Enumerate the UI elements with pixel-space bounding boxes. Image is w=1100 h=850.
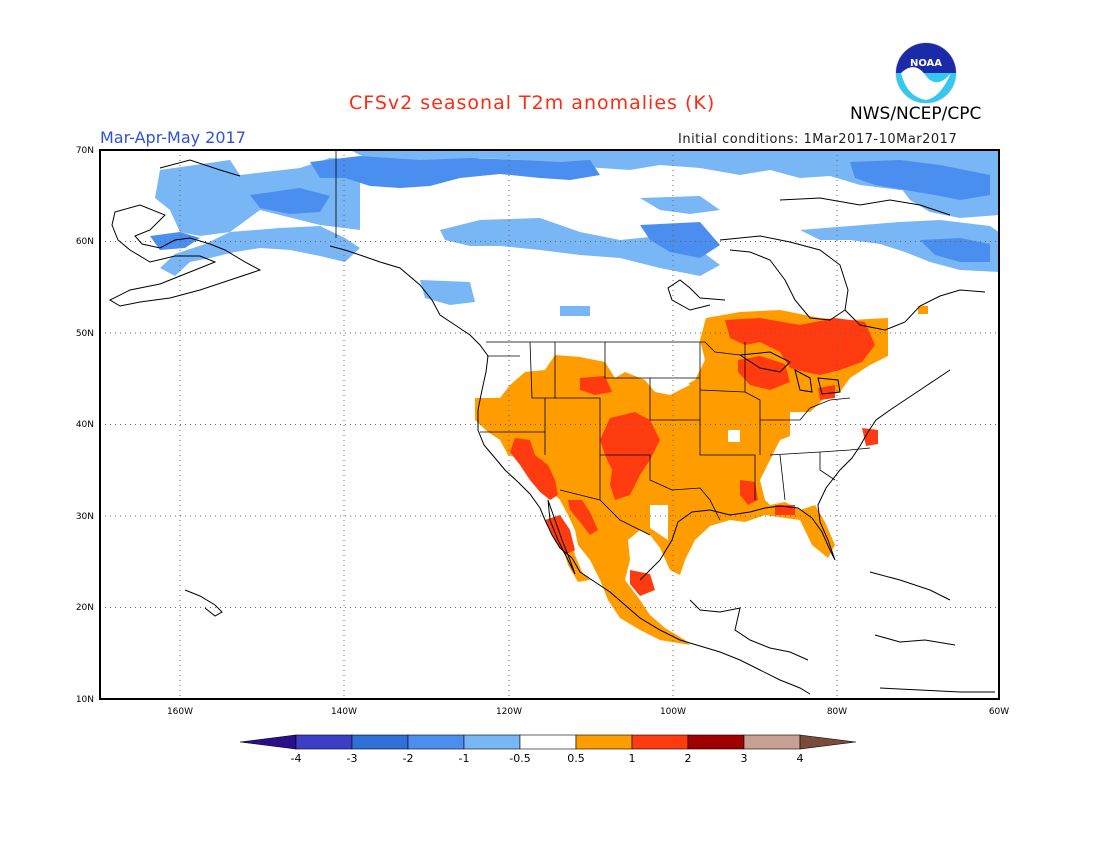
lat-label: 50N	[76, 329, 94, 339]
lat-label: 20N	[76, 603, 94, 613]
map-title: CFSv2 seasonal T2m anomalies (K)	[349, 92, 716, 114]
lat-label: 70N	[76, 146, 94, 156]
colorbar-tick-label: -2	[402, 752, 414, 765]
noaa-logo-icon: NOAA	[895, 42, 957, 104]
colorbar-tick-label: -0.5	[509, 752, 531, 765]
lon-label: 140W	[331, 707, 357, 717]
colorbar-segment	[463, 734, 521, 750]
lat-label: 10N	[76, 695, 94, 705]
lon-label: 100W	[660, 707, 686, 717]
initial-conditions-label: Initial conditions: 1Mar2017-10Mar2017	[678, 132, 958, 147]
colorbar-tick-label: -4	[290, 752, 302, 765]
organization-label: NWS/NCEP/CPC	[850, 104, 982, 124]
lat-label: 40N	[76, 420, 94, 430]
lon-label: 60W	[989, 707, 1009, 717]
colorbar-segment	[407, 734, 465, 750]
colorbar-segment	[295, 734, 353, 750]
colorbar-segment	[519, 734, 577, 750]
longitude-labels: 160W 140W 120W 100W 80W 60W	[167, 707, 1009, 717]
colorbar-tick-label: 0.5	[567, 752, 585, 765]
political-boundaries	[335, 150, 871, 536]
colorbar-tick-label: 3	[740, 752, 748, 765]
lon-label: 160W	[167, 707, 193, 717]
lat-label: 60N	[76, 237, 94, 247]
colorbar-segment	[743, 734, 801, 750]
colorbar-segment	[631, 734, 689, 750]
colorbar-tick-label: 1	[628, 752, 636, 765]
colorbar-tick-label: 2	[684, 752, 692, 765]
colorbar	[239, 734, 857, 750]
map-frame	[99, 149, 1000, 700]
colorbar-tick-label: -1	[458, 752, 470, 765]
near-normal-patches	[470, 360, 810, 540]
lon-label: 120W	[496, 707, 522, 717]
latitude-labels: 70N 60N 50N 40N 30N 20N 10N	[76, 146, 94, 705]
colorbar-segment	[351, 734, 409, 750]
colorbar-tick-label: 4	[796, 752, 804, 765]
colorbar-extend-low	[239, 734, 297, 750]
colorbar-extend-high	[799, 734, 857, 750]
colorbar-tick-label: -3	[346, 752, 358, 765]
colorbar-segment	[687, 734, 745, 750]
lon-label: 80W	[827, 707, 847, 717]
coastlines	[108, 159, 995, 695]
anomaly-region-medium-blue	[150, 156, 990, 262]
season-label: Mar-Apr-May 2017	[100, 128, 246, 147]
lat-label: 30N	[76, 512, 94, 522]
colorbar-segment	[575, 734, 633, 750]
svg-text:NOAA: NOAA	[910, 58, 942, 69]
